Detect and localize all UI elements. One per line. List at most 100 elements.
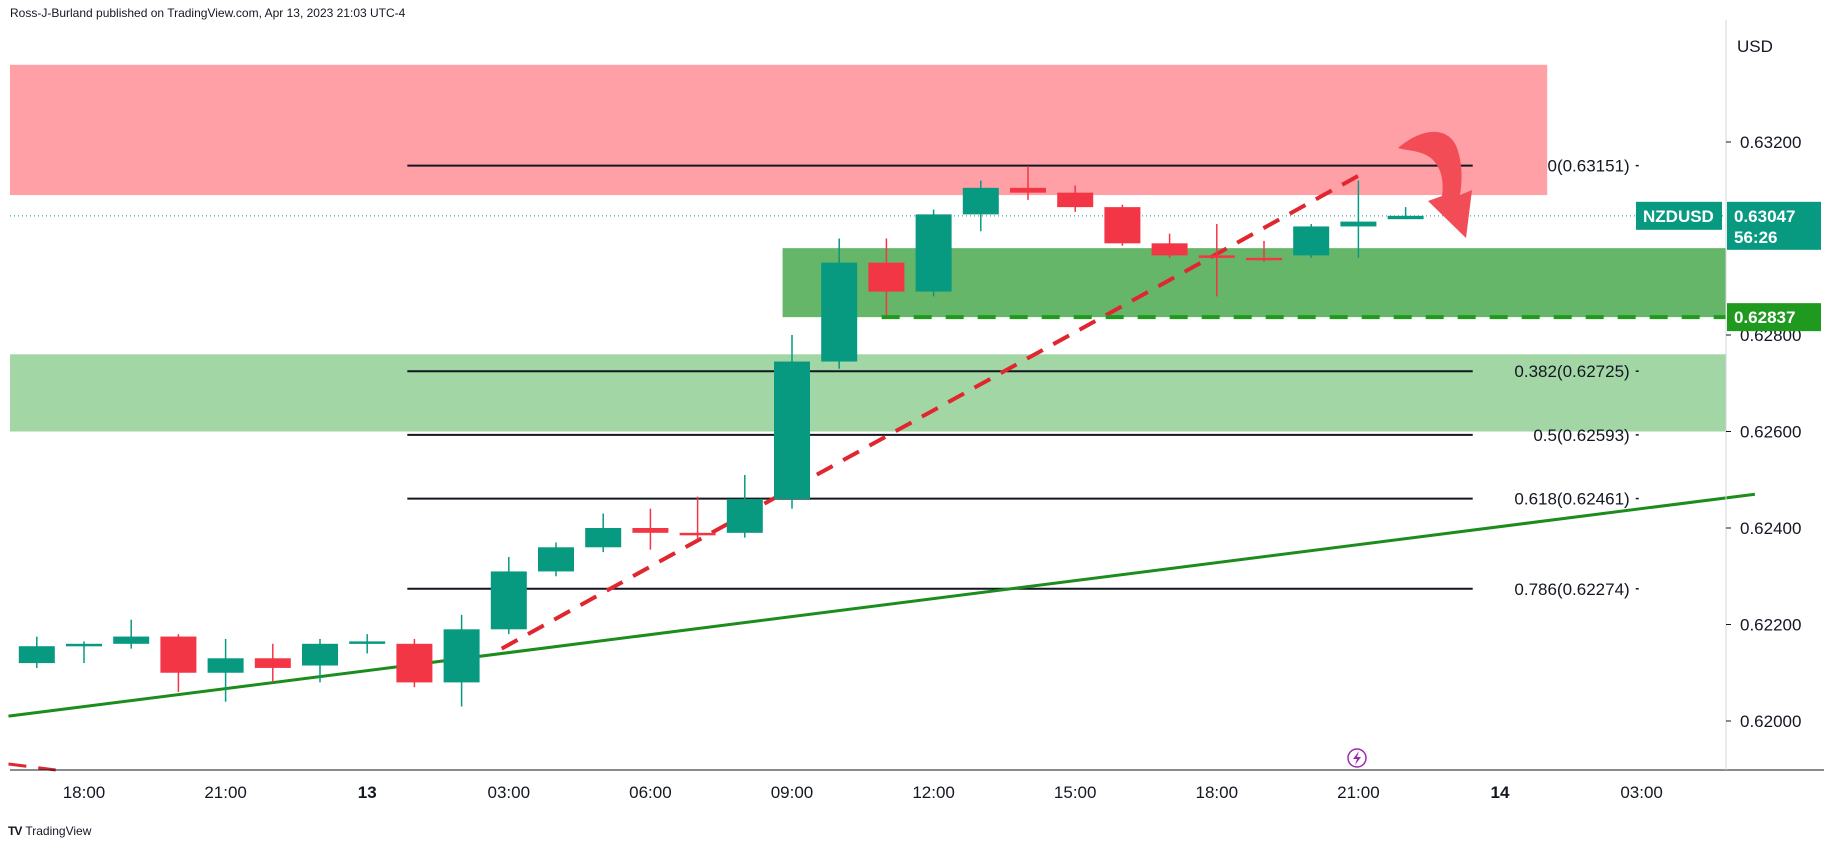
candle-body bbox=[396, 643, 433, 683]
tradingview-logo-icon: TV bbox=[8, 824, 22, 838]
candle-body bbox=[1246, 257, 1282, 261]
lower-support-zone[interactable] bbox=[10, 354, 1726, 432]
candle-body bbox=[207, 658, 244, 673]
candle[interactable] bbox=[1340, 180, 1377, 258]
candle[interactable] bbox=[1010, 166, 1046, 200]
uptrend-line[interactable] bbox=[8, 492, 1756, 718]
dashed-trendline-lower[interactable] bbox=[8, 762, 56, 772]
time-tick-label: 06:00 bbox=[629, 783, 672, 802]
candle-body bbox=[1151, 243, 1188, 256]
candle-body bbox=[302, 643, 338, 666]
candle-body bbox=[1387, 215, 1424, 220]
candle[interactable] bbox=[349, 634, 386, 654]
price-tags: NZDUSD 0.63047 56:26 0.62837 bbox=[1636, 201, 1821, 332]
candle-body bbox=[538, 547, 574, 572]
candle[interactable] bbox=[538, 542, 574, 577]
candle[interactable] bbox=[254, 643, 291, 683]
candle-body bbox=[1293, 226, 1330, 256]
candle[interactable] bbox=[443, 614, 480, 707]
bar-countdown-label: 56:26 bbox=[1734, 228, 1777, 247]
publisher-caption: Ross-J-Burland published on TradingView.… bbox=[10, 6, 406, 20]
last-price-tag-bg bbox=[1727, 201, 1821, 250]
time-tick-label: 03:00 bbox=[1620, 783, 1663, 802]
price-tick-label: 0.62000 bbox=[1740, 712, 1801, 731]
time-axis: 18:00 21:00 13 03:00 06:00 09:00 12:00 15:00 18:… bbox=[10, 769, 1824, 802]
fib-level-label: 0.618(0.62461) bbox=[1514, 490, 1629, 509]
fib-retracement-layer: 0(0.63151) 0.382(0.62725) 0.5(0.62593) 0.61… bbox=[407, 157, 1639, 599]
candle[interactable] bbox=[66, 641, 102, 664]
time-tick-label: 21:00 bbox=[204, 783, 247, 802]
symbol-tag-label: NZDUSD bbox=[1643, 207, 1714, 226]
candle[interactable] bbox=[302, 638, 338, 683]
time-tick-label: 15:00 bbox=[1054, 783, 1097, 802]
candle[interactable] bbox=[160, 634, 197, 693]
candle[interactable] bbox=[868, 238, 905, 316]
candle-body bbox=[349, 641, 386, 644]
candle[interactable] bbox=[585, 513, 622, 553]
candle[interactable] bbox=[1293, 224, 1330, 258]
candle[interactable] bbox=[18, 636, 55, 668]
time-tick-label: 13 bbox=[358, 783, 377, 802]
time-tick-label: 18:00 bbox=[63, 783, 106, 802]
candle-body bbox=[113, 636, 150, 644]
candle-body bbox=[1057, 192, 1094, 208]
time-tick-label: 03:00 bbox=[488, 783, 531, 802]
candle[interactable] bbox=[962, 180, 999, 232]
candle[interactable] bbox=[1246, 240, 1282, 262]
price-axis: USD 0.620000.622000.624000.626000.628000… bbox=[1725, 20, 1801, 770]
price-tick-label: 0.63200 bbox=[1740, 133, 1801, 152]
trendlines-layer bbox=[8, 174, 1756, 772]
time-tick-label: 14 bbox=[1491, 783, 1510, 802]
currency-label: USD bbox=[1737, 37, 1773, 56]
candle-body bbox=[632, 528, 669, 533]
last-price-label: 0.63047 bbox=[1734, 207, 1795, 226]
fib-level-label: 0.5(0.62593) bbox=[1533, 426, 1629, 445]
zones-layer bbox=[10, 64, 1726, 432]
fib-level-label: 0.786(0.62274) bbox=[1514, 580, 1629, 599]
candle[interactable] bbox=[821, 238, 858, 369]
candle[interactable] bbox=[632, 508, 669, 550]
candle-body bbox=[1198, 255, 1235, 258]
resistance-zone[interactable] bbox=[10, 64, 1548, 196]
candle-body bbox=[443, 629, 480, 683]
candle-body bbox=[1010, 187, 1046, 193]
time-tick-label: 12:00 bbox=[912, 783, 955, 802]
candle-body bbox=[774, 361, 810, 500]
candle[interactable] bbox=[1057, 185, 1094, 212]
candle[interactable] bbox=[1151, 233, 1188, 258]
candle[interactable] bbox=[113, 619, 150, 649]
brand-footer: TV TradingView bbox=[8, 824, 91, 838]
candle-body bbox=[66, 643, 102, 647]
candle[interactable] bbox=[207, 638, 244, 702]
lightning-icon[interactable] bbox=[1347, 748, 1367, 768]
fib-level-label: 0.382(0.62725) bbox=[1514, 362, 1629, 381]
fib-level-label: 0(0.63151) bbox=[1547, 157, 1629, 176]
candle-body bbox=[868, 262, 905, 292]
candle-body bbox=[160, 636, 197, 673]
candle-body bbox=[821, 262, 858, 362]
candle[interactable] bbox=[1387, 207, 1424, 220]
dashed-trendline[interactable] bbox=[500, 174, 1360, 651]
down-arrow-icon[interactable] bbox=[1398, 131, 1472, 238]
candle-body bbox=[18, 646, 55, 664]
candle[interactable] bbox=[1198, 224, 1235, 297]
brand-name: TradingView bbox=[25, 824, 92, 838]
candle[interactable] bbox=[490, 556, 527, 635]
candle[interactable] bbox=[396, 638, 433, 688]
candle-body bbox=[1104, 207, 1141, 244]
candle[interactable] bbox=[726, 474, 763, 538]
price-tick-label: 0.62200 bbox=[1740, 616, 1801, 635]
price-tick-label: 0.62600 bbox=[1740, 423, 1801, 442]
candle[interactable] bbox=[1104, 204, 1141, 246]
candle[interactable] bbox=[915, 209, 952, 297]
candle-body bbox=[254, 658, 291, 668]
candle-body bbox=[585, 528, 622, 548]
candle[interactable] bbox=[679, 496, 716, 541]
candle-body bbox=[490, 571, 527, 630]
drawing-arrow-layer bbox=[1398, 131, 1472, 238]
candle-body bbox=[679, 532, 716, 536]
support-price-label: 0.62837 bbox=[1734, 308, 1795, 327]
support-tag-bg bbox=[1727, 303, 1821, 332]
candle[interactable] bbox=[774, 335, 810, 509]
